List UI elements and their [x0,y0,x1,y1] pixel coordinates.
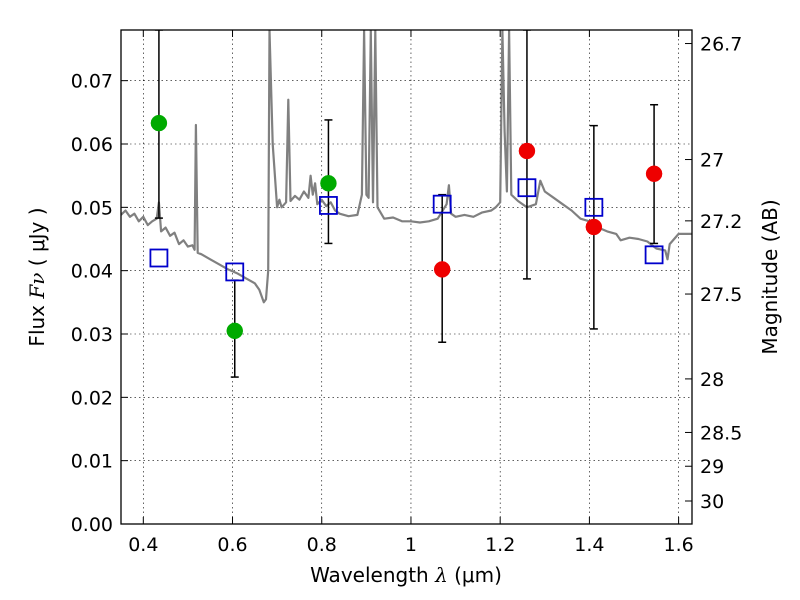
data-point [645,165,663,183]
y2-tick-label: 27.2 [700,211,742,233]
y2-tick-label: 27.5 [700,284,742,306]
y-axis-ticks: 0.00 0.01 0.02 0.03 0.04 0.05 0.06 0.07 [71,71,128,536]
model-photometry-point [432,194,452,214]
y-tick-label: 0.07 [71,71,113,93]
data-point [585,218,603,236]
data-point [320,175,337,192]
model-sed-line [121,30,692,304]
y-tick-label: 0.02 [71,387,113,409]
model-photometry-point [517,178,537,198]
y-tick-label: 0.01 [71,451,113,473]
x-tick-label: 1.6 [664,534,694,556]
x-tick-label: 1.2 [485,534,515,556]
y2-axis-ticks: 26.7 27 27.2 27.5 28 28.5 29 30 [685,34,742,513]
y-tick-label: 0.06 [71,134,113,156]
x-tick-label: 1 [405,534,417,556]
y-tick-label: 0.05 [71,197,113,219]
model-photometry-layer [149,178,664,282]
grid-lines [121,30,692,524]
y-tick-label: 0.03 [71,324,113,346]
data-point [150,114,168,132]
x-tick-label: 1.4 [574,534,604,556]
plot-frame [120,29,693,525]
y2-tick-label: 28.5 [700,422,742,444]
x-axis-title: Wavelength λ (μm) [310,563,502,587]
plot-background [121,30,692,524]
y2-tick-label: 27 [700,150,724,172]
x-tick-label: 0.8 [307,534,337,556]
model-photometry-point [584,197,604,217]
x-tick-label: 0.6 [217,534,247,556]
data-point [226,322,244,340]
y2-tick-label: 29 [700,456,724,478]
y2-tick-label: 28 [700,369,724,391]
x-tick-label: 0.4 [128,534,158,556]
y2-axis-title: Magnitude (AB) [758,199,782,354]
data-point [518,142,536,160]
model-photometry-point [319,196,338,215]
y-axis-title: Flux Fν ( μJy ) [25,207,49,346]
y2-tick-label: 26.7 [700,34,742,56]
model-sed-layer [121,30,692,304]
y-tick-label: 0.04 [71,261,113,283]
model-photometry-point [149,248,169,268]
y-tick-label: 0.00 [71,514,113,536]
y2-tick-label: 30 [700,491,724,513]
model-photometry-point [225,262,245,282]
x-axis-ticks: 0.4 0.6 0.8 1 1.2 1.4 1.6 [128,30,694,556]
data-point [433,261,451,278]
model-photometry-point [644,245,664,265]
observed-photometry-layer [150,114,663,340]
